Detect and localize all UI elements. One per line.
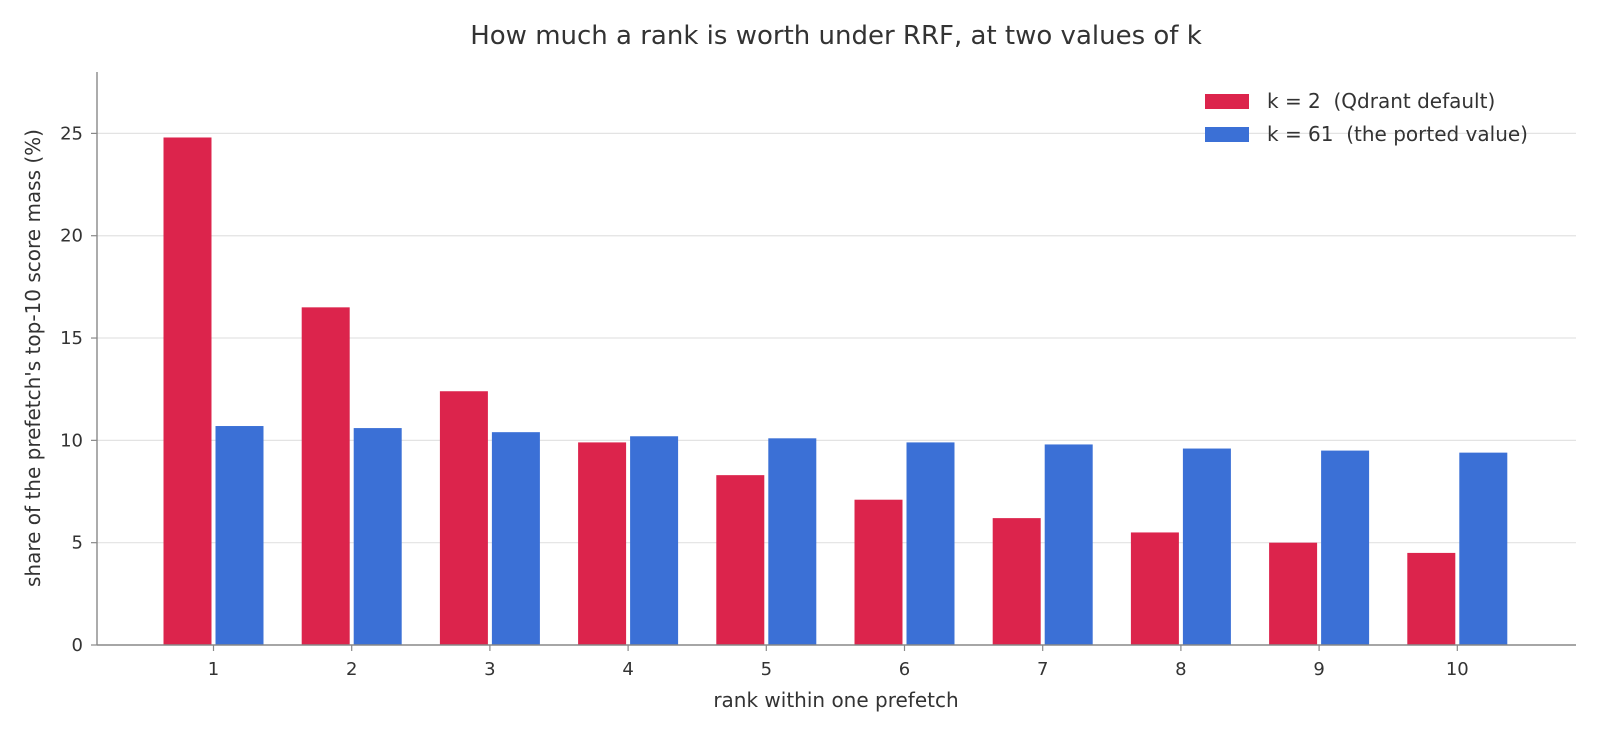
legend-swatch: [1205, 94, 1249, 109]
x-tick-label: 1: [208, 659, 219, 680]
y-tick-label: 10: [60, 430, 83, 451]
y-axis-ticks: 0 5 10 15 20 25: [60, 123, 97, 656]
bar-series-2-rank-4: [630, 436, 679, 645]
x-tick-label: 2: [346, 659, 357, 680]
bar-series-2-rank-6: [906, 442, 955, 645]
x-tick-label: 5: [761, 659, 772, 680]
x-tick-label: 10: [1446, 659, 1469, 680]
bar-series-2-rank-7: [1044, 444, 1093, 645]
bar-series-1-rank-3: [439, 391, 488, 645]
x-tick-label: 8: [1175, 659, 1186, 680]
x-axis-ticks: 1 2 3 4 5 6 7 8 9 10: [208, 645, 1469, 680]
bar-series-2-rank-1: [215, 426, 264, 645]
x-axis-label: rank within one prefetch: [713, 688, 958, 712]
bar-series-1-rank-1: [163, 137, 212, 645]
x-tick-label: 6: [899, 659, 910, 680]
x-tick-label: 3: [484, 659, 495, 680]
y-tick-label: 25: [60, 123, 83, 144]
y-tick-label: 20: [60, 226, 83, 247]
x-tick-label: 7: [1037, 659, 1048, 680]
bar-series-2-rank-2: [353, 428, 402, 645]
bars: [163, 137, 1508, 645]
bar-series-1-rank-9: [1269, 542, 1318, 645]
bar-series-2-rank-9: [1321, 450, 1370, 645]
bar-series-1-rank-8: [1130, 532, 1179, 645]
bar-series-2-rank-5: [768, 438, 817, 645]
legend: k = 2 (Qdrant default) k = 61 (the ported…: [1205, 89, 1528, 146]
x-tick-label: 4: [622, 659, 633, 680]
bar-series-1-rank-4: [578, 442, 627, 645]
chart-title: How much a rank is worth under RRF, at t…: [470, 21, 1202, 51]
bar-series-2-rank-3: [491, 432, 540, 645]
legend-label: k = 61 (the ported value): [1267, 122, 1528, 146]
x-tick-label: 9: [1313, 659, 1324, 680]
y-tick-label: 0: [72, 635, 83, 656]
bar-series-2-rank-10: [1459, 452, 1508, 645]
bar-series-1-rank-2: [301, 307, 350, 645]
y-tick-label: 15: [60, 328, 83, 349]
y-tick-label: 5: [72, 533, 83, 554]
bar-series-1-rank-6: [854, 499, 903, 645]
bar-series-1-rank-7: [992, 518, 1041, 645]
bar-series-2-rank-8: [1182, 448, 1231, 645]
bar-series-1-rank-5: [716, 475, 765, 645]
legend-label: k = 2 (Qdrant default): [1267, 89, 1495, 113]
legend-swatch: [1205, 127, 1249, 142]
y-axis-label: share of the prefetch's top-10 score mas…: [21, 129, 45, 587]
bar-series-1-rank-10: [1407, 552, 1456, 645]
